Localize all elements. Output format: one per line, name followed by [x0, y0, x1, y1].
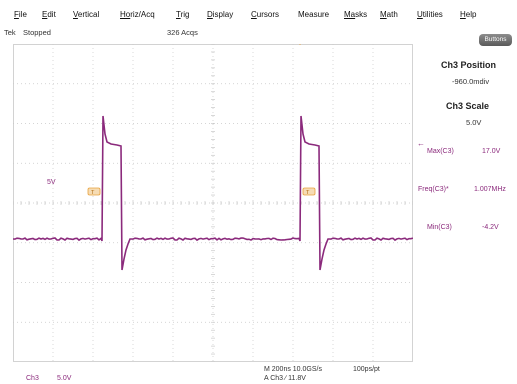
cursor-tag-right-label: T	[306, 190, 310, 196]
record-resolution[interactable]: 100ps/pt	[353, 366, 380, 373]
menu-help[interactable]: Help	[460, 10, 477, 19]
ch3-position-value[interactable]: -960.0mdiv	[452, 77, 490, 86]
buttons-toggle-button[interactable]: Buttons	[479, 34, 512, 46]
menu-math[interactable]: Math	[380, 10, 398, 19]
menu-trig[interactable]: Trig	[176, 10, 190, 19]
menu-vertical[interactable]: Vertical	[73, 10, 100, 19]
cursor-tag-left[interactable]: T	[87, 187, 101, 196]
menu-display[interactable]: Display	[207, 10, 234, 19]
cursor-tag-right[interactable]: T	[302, 187, 316, 196]
acquisition-count: 326 Acqs	[167, 28, 198, 37]
channel-label[interactable]: Ch3	[26, 375, 39, 382]
graticule	[13, 44, 413, 362]
acquisition-state: Stopped	[23, 28, 51, 37]
menu-masks[interactable]: Masks	[344, 10, 368, 19]
brand-label: Tek	[4, 28, 16, 37]
menu-edit[interactable]: Edit	[42, 10, 56, 19]
menu-utilities[interactable]: Utilities	[417, 10, 443, 19]
menu-horiz-acq[interactable]: Horiz/Acq	[120, 10, 155, 19]
menu-cursors[interactable]: Cursors	[251, 10, 280, 19]
menu-file[interactable]: File	[14, 10, 27, 19]
waveform-display[interactable]: T T 5V 3	[13, 44, 413, 362]
menu-measure[interactable]: Measure	[298, 10, 330, 19]
cursor-tag-left-label: T	[91, 190, 95, 196]
ch3-position-title: Ch3 Position	[441, 60, 497, 70]
ch3-scale-value[interactable]: 5.0V	[466, 118, 482, 127]
trigger-readout[interactable]: A Ch3 ∕ 11.8V	[264, 375, 306, 382]
max-arrow-icon: ←	[417, 139, 425, 148]
timebase-readout[interactable]: M 200ns 10.0GS/s	[264, 366, 322, 373]
ch3-waveform-trace	[13, 115, 413, 271]
voltage-marker-label: 5V	[47, 179, 56, 186]
ch3-scale-title: Ch3 Scale	[446, 101, 490, 111]
menu-bar: File Edit Vertical Horiz/Acq Trig Displa…	[0, 0, 517, 20]
channel-scale[interactable]: 5.0V	[57, 375, 72, 382]
trigger-position-icon[interactable]	[296, 44, 304, 45]
